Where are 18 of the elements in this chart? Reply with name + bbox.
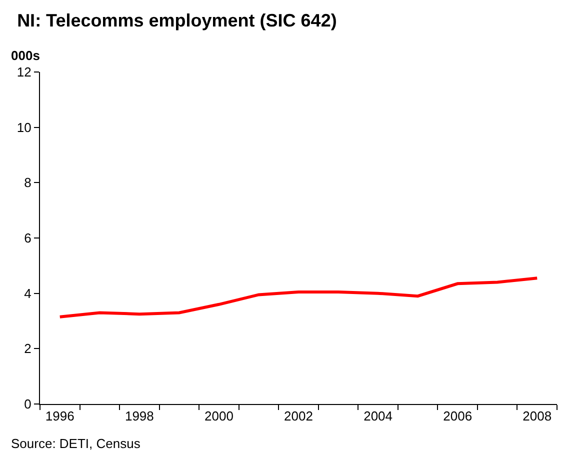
y-tick-label: 0 [24,396,32,412]
line-series [58,276,539,318]
x-tick-label: 2008 [522,408,552,424]
y-tick-label: 2 [24,341,32,356]
x-tick-label: 2004 [364,408,392,424]
y-tick-label: 10 [16,120,32,135]
source-note: Source: DETI, Census [11,436,141,451]
x-tick-label: 1998 [124,408,154,424]
x-tick-label: 2002 [284,408,313,424]
x-tick-label: 2006 [443,408,472,424]
x-tick-label: 2000 [204,408,234,424]
x-tick-label: 1996 [45,408,74,424]
chart-title: NI: Telecomms employment (SIC 642) [17,10,337,30]
y-tick-label: 6 [24,230,32,246]
y-tick-label: 8 [24,175,32,190]
y-tick-label: 12 [16,64,32,80]
y-tick-label: 4 [24,286,32,301]
y-axis-title: 000s [11,48,40,63]
